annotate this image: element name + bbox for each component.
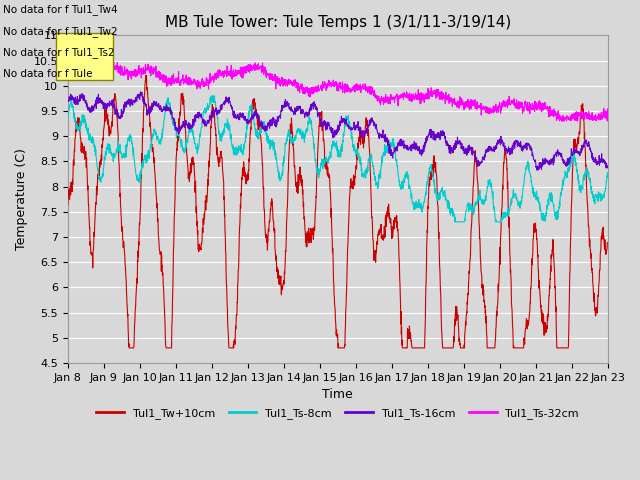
- Text: No data for f Tul1_Tw4: No data for f Tul1_Tw4: [3, 4, 118, 15]
- Legend: Tul1_Tw+10cm, Tul1_Ts-8cm, Tul1_Ts-16cm, Tul1_Ts-32cm: Tul1_Tw+10cm, Tul1_Ts-8cm, Tul1_Ts-16cm,…: [92, 403, 584, 423]
- Y-axis label: Temperature (C): Temperature (C): [15, 148, 28, 250]
- Text: No data for f Tul1_Tw2: No data for f Tul1_Tw2: [3, 25, 118, 36]
- Text: No data for f Tule: No data for f Tule: [3, 69, 93, 79]
- X-axis label: Time: Time: [323, 388, 353, 401]
- Title: MB Tule Tower: Tule Temps 1 (3/1/11-3/19/14): MB Tule Tower: Tule Temps 1 (3/1/11-3/19…: [164, 15, 511, 30]
- Text: No data for f Tul1_Ts2: No data for f Tul1_Ts2: [3, 47, 115, 58]
